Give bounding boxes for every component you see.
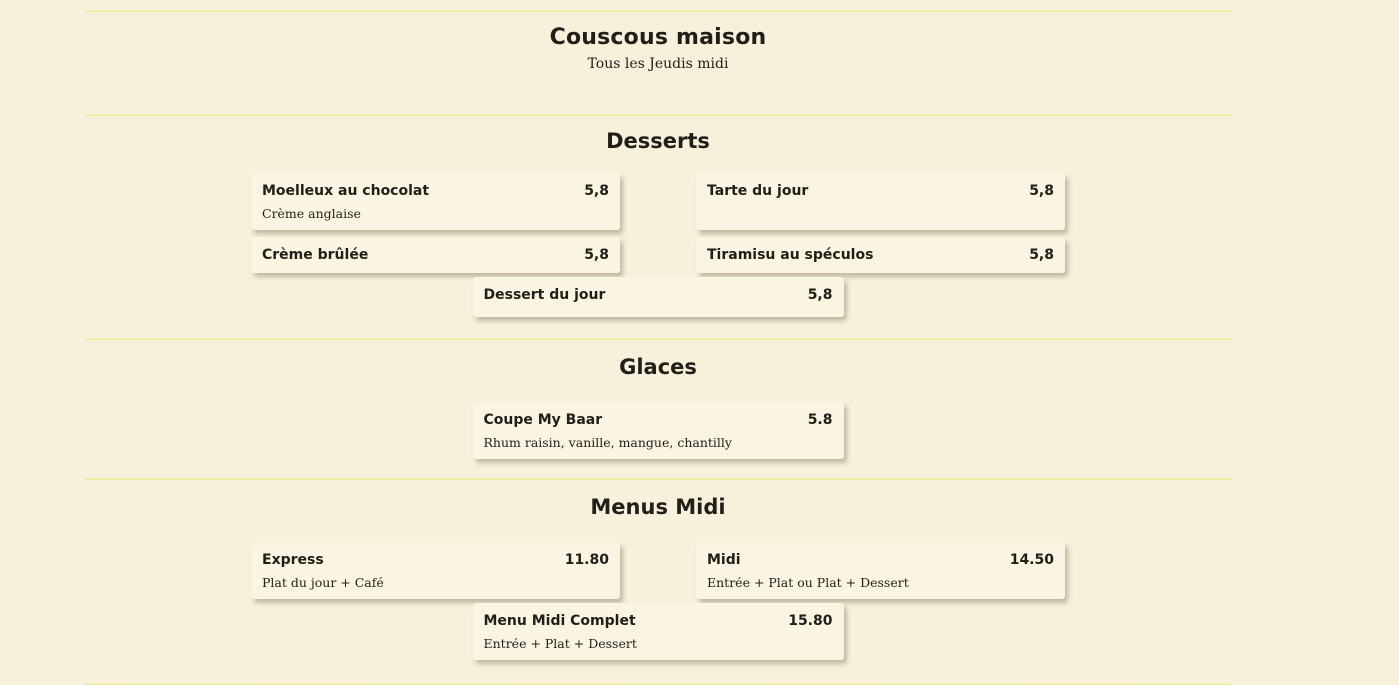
item-head: Moelleux au chocolat 5,8 [262, 183, 609, 200]
menu-row: Coupe My Baar 5.8 Rhum raisin, vanille, … [251, 402, 1065, 459]
page-title: Couscous maison [549, 25, 767, 50]
section-divider [85, 10, 1231, 12]
section-intro: Couscous maison Tous les Jeudis midi [85, 12, 1231, 114]
item-name: Midi [707, 552, 741, 568]
item-name: Tiramisu au spéculos [707, 247, 874, 263]
section-heading-menus-midi: Menus Midi [590, 495, 726, 519]
item-head: Tiramisu au spéculos 5,8 [707, 247, 1054, 264]
item-description: Entrée + Plat ou Plat + Dessert [707, 575, 909, 590]
menu-row: Express 11.80 Plat du jour + Café Midi 1… [251, 542, 1065, 599]
item-head: Dessert du jour 5,8 [484, 287, 833, 304]
item-price: 15.80 [788, 613, 833, 629]
item-head: Tarte du jour 5,8 [707, 183, 1054, 200]
menus-midi-grid: Express 11.80 Plat du jour + Café Midi 1… [251, 542, 1065, 660]
page-subtitle: Tous les Jeudis midi [587, 56, 729, 72]
section-divider [85, 338, 1231, 340]
section-desserts: Desserts Moelleux au chocolat 5,8 Crème … [85, 116, 1231, 338]
item-name: Dessert du jour [483, 287, 606, 303]
item-description: Entrée + Plat + Dessert [483, 636, 637, 651]
item-head: Midi 14.50 [707, 552, 1054, 569]
menu-page: Couscous maison Tous les Jeudis midi Des… [85, 0, 1231, 685]
item-head: Menu Midi Complet 15.80 [484, 613, 833, 630]
item-head: Crème brûlée 5,8 [262, 247, 609, 264]
item-price: 11.80 [564, 552, 609, 568]
menu-row: Moelleux au chocolat 5,8 Crème anglaise … [251, 173, 1065, 230]
item-price: 5.8 [807, 412, 833, 428]
section-spacer [85, 660, 1231, 683]
item-price: 5,8 [584, 183, 609, 199]
section-spacer [85, 317, 1231, 338]
item-name: Menu Midi Complet [483, 613, 636, 629]
menu-item-creme-brulee[interactable]: Crème brûlée 5,8 [251, 237, 620, 273]
menu-item-tiramisu-au-speculos[interactable]: Tiramisu au spéculos 5,8 [696, 237, 1065, 273]
item-description: Plat du jour + Café [262, 575, 384, 590]
section-heading-glaces: Glaces [619, 355, 697, 379]
item-description: Crème anglaise [262, 206, 361, 221]
item-head: Express 11.80 [262, 552, 609, 569]
menu-item-express[interactable]: Express 11.80 Plat du jour + Café [251, 542, 620, 599]
menu-row: Menu Midi Complet 15.80 Entrée + Plat + … [251, 603, 1065, 660]
item-description: Rhum raisin, vanille, mangue, chantilly [483, 435, 732, 450]
menu-item-dessert-du-jour[interactable]: Dessert du jour 5,8 [472, 277, 844, 317]
item-price: 14.50 [1009, 552, 1054, 568]
menu-item-moelleux-au-chocolat[interactable]: Moelleux au chocolat 5,8 Crème anglaise [251, 173, 620, 230]
item-price: 5,8 [1029, 247, 1054, 263]
item-name: Coupe My Baar [483, 412, 603, 428]
menu-item-tarte-du-jour[interactable]: Tarte du jour 5,8 [696, 173, 1065, 230]
desserts-grid: Moelleux au chocolat 5,8 Crème anglaise … [251, 173, 1065, 317]
menu-item-midi[interactable]: Midi 14.50 Entrée + Plat ou Plat + Desse… [696, 542, 1065, 599]
item-price: 5,8 [1029, 183, 1054, 199]
section-spacer [85, 459, 1231, 478]
item-name: Crème brûlée [262, 247, 369, 263]
section-divider [85, 114, 1231, 116]
section-divider [85, 478, 1231, 480]
item-name: Express [262, 552, 324, 568]
item-head: Coupe My Baar 5.8 [484, 412, 833, 429]
section-menus-midi: Menus Midi Express 11.80 Plat du jour + … [85, 480, 1231, 683]
item-price: 5,8 [807, 287, 833, 303]
menu-item-menu-midi-complet[interactable]: Menu Midi Complet 15.80 Entrée + Plat + … [472, 603, 844, 660]
menu-item-coupe-my-baar[interactable]: Coupe My Baar 5.8 Rhum raisin, vanille, … [472, 402, 844, 459]
section-glaces: Glaces Coupe My Baar 5.8 Rhum raisin, va… [85, 340, 1231, 478]
section-heading-desserts: Desserts [606, 129, 710, 153]
menu-row: Dessert du jour 5,8 [251, 277, 1065, 317]
item-name: Tarte du jour [707, 183, 809, 199]
menu-row: Crème brûlée 5,8 Tiramisu au spéculos 5,… [251, 237, 1065, 273]
item-price: 5,8 [584, 247, 609, 263]
item-name: Moelleux au chocolat [262, 183, 430, 199]
glaces-grid: Coupe My Baar 5.8 Rhum raisin, vanille, … [251, 402, 1065, 459]
